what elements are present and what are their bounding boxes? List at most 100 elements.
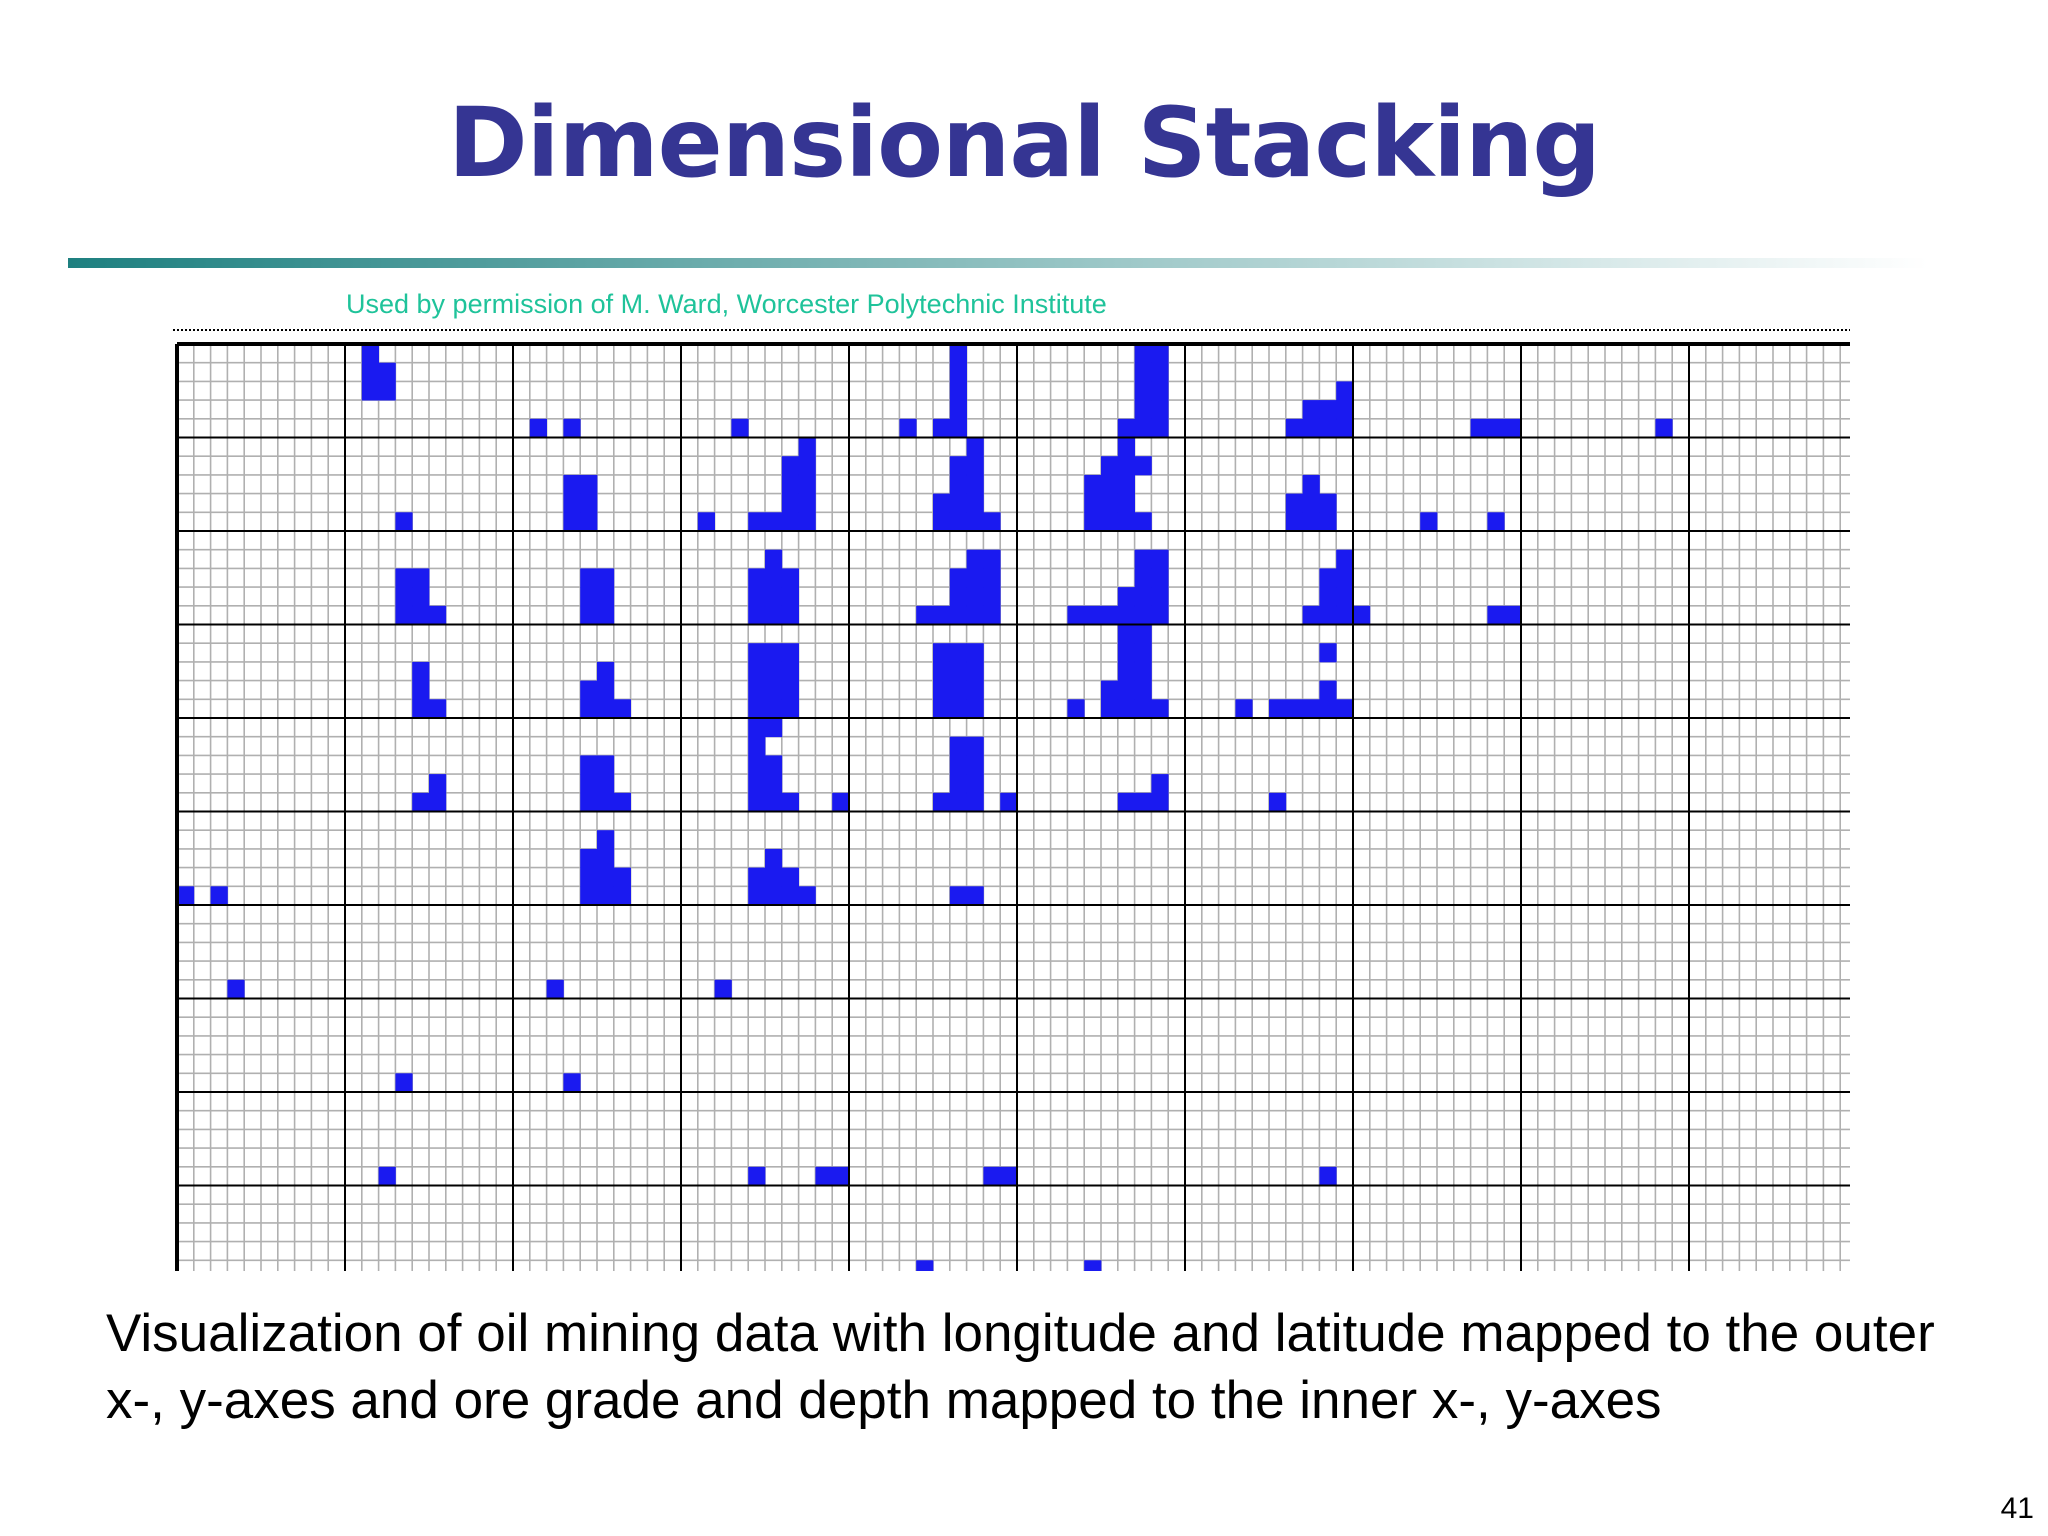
data-cell	[563, 474, 581, 494]
data-cell	[1487, 512, 1505, 532]
slide-title: Dimensional Stacking	[447, 87, 1601, 199]
data-cell	[966, 549, 984, 569]
data-cell	[378, 362, 396, 382]
data-cell	[983, 568, 1001, 588]
data-cell	[781, 587, 799, 607]
data-cell	[580, 605, 598, 625]
data-cell	[1117, 456, 1135, 476]
page-number: 41	[2000, 1492, 2034, 1525]
data-cell	[781, 699, 799, 719]
data-cell	[798, 512, 816, 532]
data-cell	[1101, 474, 1119, 494]
data-cell	[933, 699, 951, 719]
data-cell	[949, 381, 967, 401]
data-cell	[1151, 792, 1169, 812]
data-cell	[933, 792, 951, 812]
data-cell	[597, 886, 615, 906]
data-cell	[1151, 400, 1169, 420]
data-cell	[1151, 549, 1169, 569]
data-cell	[1117, 418, 1135, 438]
data-cell	[580, 755, 598, 775]
data-cell	[1487, 605, 1505, 625]
data-cell	[1117, 474, 1135, 494]
data-cell	[748, 1166, 766, 1186]
data-cell	[1117, 493, 1135, 513]
data-cell	[1067, 605, 1085, 625]
data-cell	[580, 474, 598, 494]
data-cell	[412, 680, 430, 700]
data-cell	[966, 587, 984, 607]
data-cell	[765, 886, 783, 906]
data-cell	[1151, 774, 1169, 794]
data-cell	[765, 755, 783, 775]
data-cell	[933, 493, 951, 513]
data-cell	[781, 605, 799, 625]
data-cell	[395, 568, 413, 588]
data-cell	[597, 792, 615, 812]
data-cell	[1470, 418, 1488, 438]
data-cell	[1117, 512, 1135, 532]
data-cell	[1319, 587, 1337, 607]
data-cell	[1151, 605, 1169, 625]
data-cell	[1269, 699, 1287, 719]
data-cell	[563, 512, 581, 532]
data-cell	[613, 699, 631, 719]
data-cell	[1420, 512, 1438, 532]
data-cell	[765, 549, 783, 569]
data-cell	[966, 512, 984, 532]
data-cell	[1302, 512, 1320, 532]
data-cell	[1134, 680, 1152, 700]
data-cell	[949, 755, 967, 775]
data-cell	[949, 456, 967, 476]
data-cell	[933, 418, 951, 438]
data-cell	[1117, 587, 1135, 607]
image-credit: Used by permission of M. Ward, Worcester…	[346, 289, 1107, 319]
data-cell	[580, 680, 598, 700]
data-cell	[580, 699, 598, 719]
data-cell	[597, 774, 615, 794]
data-cell	[1285, 699, 1303, 719]
data-cell	[1235, 699, 1253, 719]
data-cell	[1655, 418, 1673, 438]
data-cell	[781, 867, 799, 887]
data-cell	[765, 848, 783, 868]
data-cell	[395, 587, 413, 607]
data-cell	[1134, 344, 1152, 364]
data-cell	[1336, 699, 1354, 719]
data-cell	[1151, 362, 1169, 382]
data-cell	[983, 549, 1001, 569]
data-cell	[781, 886, 799, 906]
data-cell	[412, 605, 430, 625]
data-cell	[966, 680, 984, 700]
data-cell	[748, 718, 766, 738]
data-cell	[966, 605, 984, 625]
data-cell	[1319, 680, 1337, 700]
slide-caption: Visualization of oil mining data with lo…	[106, 1304, 1935, 1430]
dimensional-stacking-grid	[170, 326, 1850, 1271]
data-cell	[781, 792, 799, 812]
data-cell	[597, 830, 615, 850]
data-cell	[966, 755, 984, 775]
data-cell	[781, 643, 799, 663]
data-cell	[798, 456, 816, 476]
data-cell	[1336, 568, 1354, 588]
data-cell	[1067, 699, 1085, 719]
data-cell	[949, 587, 967, 607]
data-cell	[529, 418, 547, 438]
data-cell	[1319, 493, 1337, 513]
data-cell	[1101, 512, 1119, 532]
data-cell	[949, 661, 967, 681]
data-cell	[1134, 643, 1152, 663]
data-cell	[1101, 605, 1119, 625]
data-cell	[613, 792, 631, 812]
data-cell	[1319, 400, 1337, 420]
data-cell	[1151, 699, 1169, 719]
data-cell	[949, 774, 967, 794]
data-cell	[395, 605, 413, 625]
data-cell	[798, 437, 816, 457]
data-cell	[546, 979, 564, 999]
data-cell	[1134, 587, 1152, 607]
grid-svg	[173, 329, 1850, 1271]
data-cell	[361, 362, 379, 382]
data-cell	[613, 886, 631, 906]
